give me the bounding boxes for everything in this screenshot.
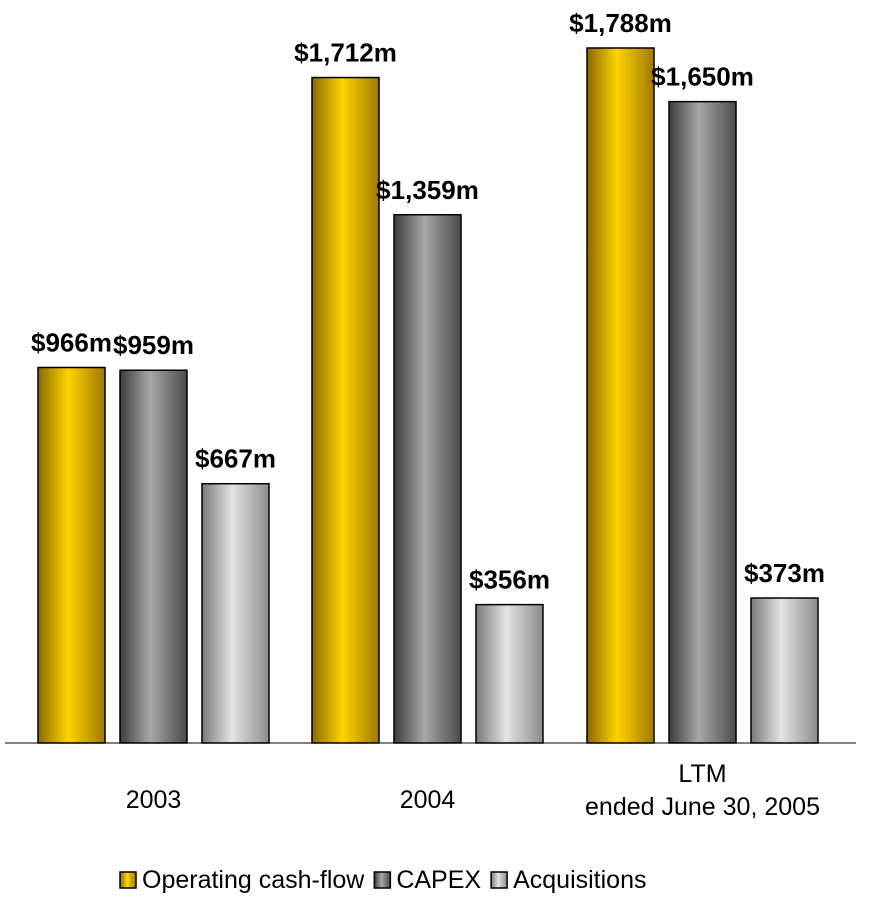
bar-acquisitions-2004 [475, 603, 544, 744]
value-label-acquisitions-2004: $356m [469, 565, 550, 595]
bar-operating-cash-flow-2004 [311, 76, 380, 744]
bar-acquisitions-2003 [201, 482, 270, 744]
legend-swatch-acquisitions [490, 871, 508, 889]
bar-acquisitions-ltm-ended-june-30-2005 [750, 597, 819, 744]
legend-swatch-operating-cash-flow [119, 871, 137, 889]
x-tick-label-ltm-ended-june-30-2005-line-1: LTM [678, 760, 726, 788]
x-tick-label-2004: 2004 [400, 786, 456, 814]
value-label-operating-cash-flow-ltm-ended-june-30-2005: $1,788m [569, 8, 672, 38]
bar-capex-2004 [393, 214, 462, 744]
bar-operating-cash-flow-2003 [37, 366, 106, 744]
x-tick-label-2003: 2003 [126, 786, 182, 814]
bar-operating-cash-flow-ltm-ended-june-30-2005 [586, 47, 655, 744]
value-label-acquisitions-ltm-ended-june-30-2005: $373m [744, 558, 825, 588]
x-tick-label-ltm-ended-june-30-2005-line-2: ended June 30, 2005 [585, 793, 820, 821]
value-label-capex-2003: $959m [113, 330, 194, 360]
value-label-capex-ltm-ended-june-30-2005: $1,650m [651, 62, 754, 92]
legend-label-operating-cash-flow: Operating cash-flow [142, 866, 365, 894]
value-label-operating-cash-flow-2004: $1,712m [294, 38, 397, 68]
value-label-operating-cash-flow-2003: $966m [31, 328, 112, 358]
bar-capex-ltm-ended-june-30-2005 [668, 100, 737, 744]
legend-label-capex: CAPEX [396, 866, 481, 894]
value-label-capex-2004: $1,359m [376, 175, 479, 205]
legend-swatch-capex [373, 871, 392, 889]
bar-capex-2003 [119, 369, 188, 744]
value-labels-layer: $966m $959m $667m $1,712m $1,359m $356m $1,788… [31, 8, 825, 595]
category-labels-layer: 2003 2004 LTM ended June 30, 2005 [126, 760, 820, 821]
legend-label-acquisitions: Acquisitions [513, 866, 646, 894]
bars-layer [37, 47, 819, 744]
value-label-acquisitions-2003: $667m [195, 444, 276, 474]
legend: Operating cash-flow CAPEX Acquisitions [119, 866, 647, 894]
